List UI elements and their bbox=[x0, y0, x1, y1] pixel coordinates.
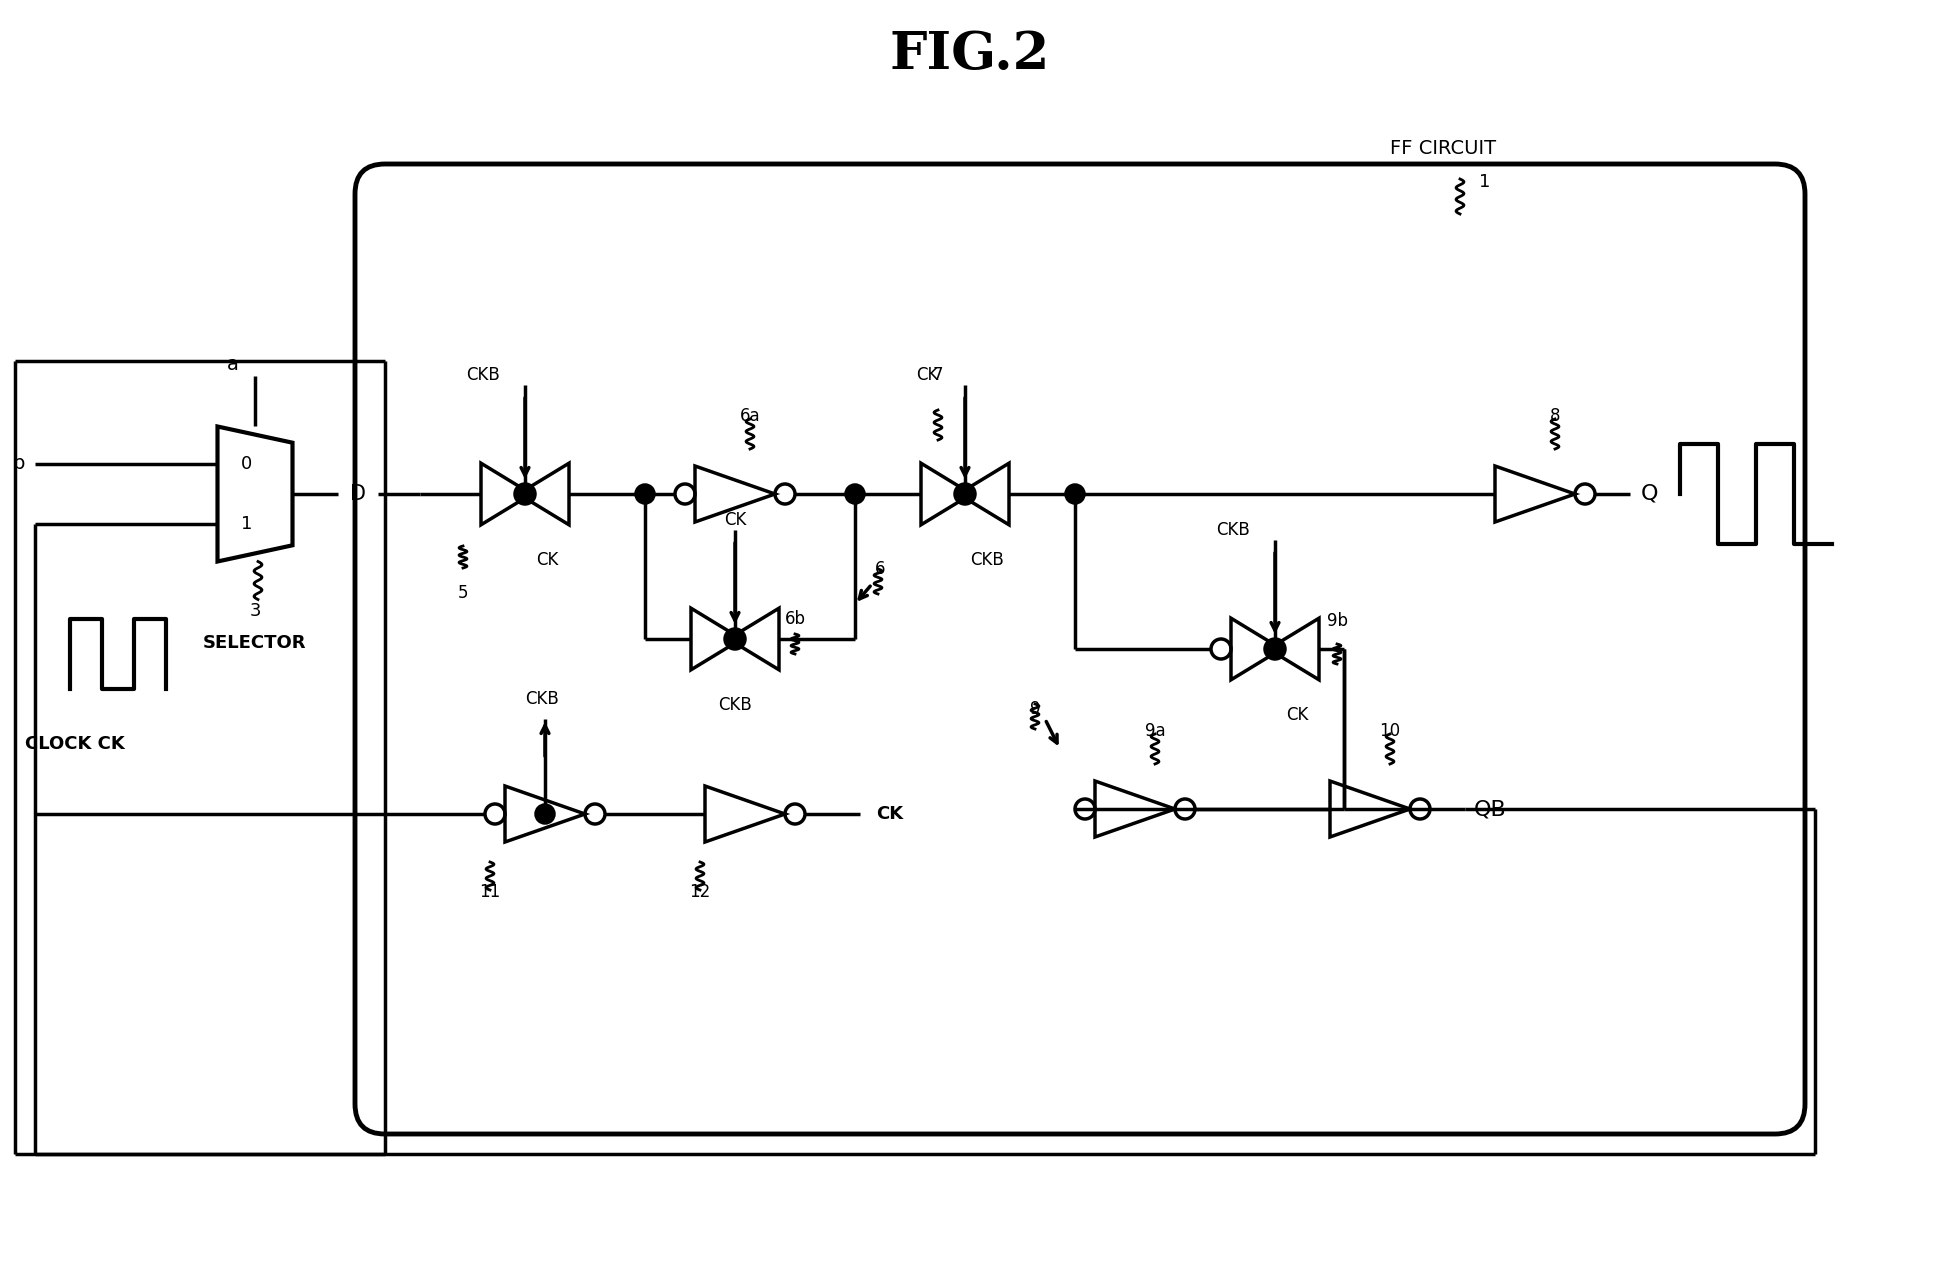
Text: 11: 11 bbox=[479, 883, 500, 900]
Text: a: a bbox=[227, 356, 238, 373]
Text: CK: CK bbox=[535, 551, 558, 569]
Circle shape bbox=[1264, 640, 1286, 659]
Text: CKB: CKB bbox=[717, 696, 752, 714]
Text: 8: 8 bbox=[1549, 407, 1561, 425]
Text: CKB: CKB bbox=[525, 689, 558, 709]
Text: CK: CK bbox=[876, 804, 904, 822]
Text: 9a: 9a bbox=[1144, 723, 1165, 741]
Text: 6a: 6a bbox=[739, 407, 760, 425]
Text: D: D bbox=[349, 483, 365, 504]
Text: 7: 7 bbox=[933, 366, 942, 384]
Circle shape bbox=[956, 483, 975, 504]
Text: FF CIRCUIT: FF CIRCUIT bbox=[1390, 139, 1497, 159]
Text: CKB: CKB bbox=[970, 551, 1004, 569]
Text: 1: 1 bbox=[240, 515, 252, 533]
Circle shape bbox=[845, 485, 865, 503]
Text: CK: CK bbox=[1286, 706, 1309, 724]
Text: 6: 6 bbox=[874, 560, 886, 578]
Text: CLOCK CK: CLOCK CK bbox=[25, 735, 124, 753]
Text: 5: 5 bbox=[458, 585, 467, 602]
Text: 0: 0 bbox=[240, 455, 252, 473]
Text: CKB: CKB bbox=[1216, 521, 1251, 538]
Text: 10: 10 bbox=[1379, 723, 1400, 741]
Text: 9b: 9b bbox=[1326, 611, 1348, 631]
Text: CKB: CKB bbox=[465, 366, 500, 384]
Text: Q: Q bbox=[1640, 483, 1658, 504]
Circle shape bbox=[725, 629, 745, 648]
Text: 1: 1 bbox=[1479, 173, 1491, 191]
Text: 6b: 6b bbox=[785, 610, 805, 628]
Circle shape bbox=[516, 483, 535, 504]
Circle shape bbox=[636, 485, 653, 503]
Text: QB: QB bbox=[1474, 799, 1507, 819]
Text: 3: 3 bbox=[250, 602, 260, 620]
Text: SELECTOR: SELECTOR bbox=[204, 634, 306, 652]
Text: FIG.2: FIG.2 bbox=[890, 29, 1049, 81]
Text: b: b bbox=[12, 454, 23, 473]
Text: CK: CK bbox=[723, 512, 747, 530]
Text: CK: CK bbox=[915, 366, 938, 384]
Text: 9: 9 bbox=[1030, 700, 1039, 718]
Text: 12: 12 bbox=[690, 883, 710, 900]
Circle shape bbox=[535, 804, 555, 822]
Circle shape bbox=[1066, 485, 1084, 503]
